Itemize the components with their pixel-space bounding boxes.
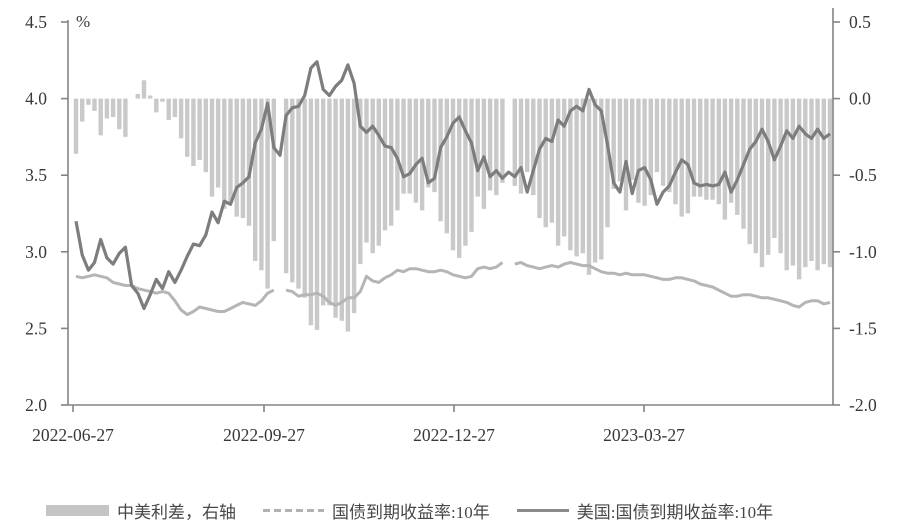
cn-yield-line [514,261,831,309]
left-axis-tick-label: 4.5 [25,12,47,32]
legend-label-cn-yield: 国债到期收益率:10年 [332,503,490,522]
left-axis-tick-label: 4.0 [25,89,47,109]
left-axis-tick-label: 3.0 [25,242,47,262]
left-axis-unit-label: % [76,12,90,31]
right-axis-tick-label: 0.5 [849,12,871,32]
legend: 中美利差，右轴 国债到期收益率:10年 美国:国债到期收益率:10年 [46,498,773,523]
x-axis-tick-label: 2022-12-27 [413,425,495,445]
right-axis-tick-label: -1.5 [849,318,877,338]
legend-label-spread: 中美利差，右轴 [117,503,236,522]
legend-item-spread: 中美利差，右轴 [46,498,236,523]
legend-item-cn-yield: 国债到期收益率:10年 [263,498,490,523]
right-axis-tick-label: -2.0 [849,395,877,415]
legend-label-us-yield: 美国:国债到期收益率:10年 [576,503,774,522]
cn-yield-line [75,273,275,317]
legend-bar-swatch [46,505,109,516]
x-axis-tick-label: 2023-03-27 [603,425,685,445]
left-axis-tick-label: 3.5 [25,165,47,185]
legend-item-us-yield: 美国:国债到期收益率:10年 [516,498,774,523]
legend-dashed-line-swatch [263,509,324,512]
left-axis-tick-label: 2.5 [25,318,47,338]
right-axis-tick-label: -0.5 [849,165,877,185]
right-axis-tick-label: 0.0 [849,89,871,109]
cn-yield-line [285,261,504,307]
x-axis-tick-label: 2022-06-27 [32,425,114,445]
legend-solid-line-swatch [516,509,569,512]
spread-bars [73,80,833,332]
us-yield-line [74,60,831,311]
left-axis-tick-label: 2.0 [25,395,47,415]
x-axis-tick-label: 2022-09-27 [223,425,305,445]
right-axis-tick-label: -1.0 [849,242,877,262]
plot-svg: 4.5 4.0 3.5 3.0 2.5 2.0 0.5 0.0 -0.5 -1.0 -1.5 -2.0… [25,8,877,445]
